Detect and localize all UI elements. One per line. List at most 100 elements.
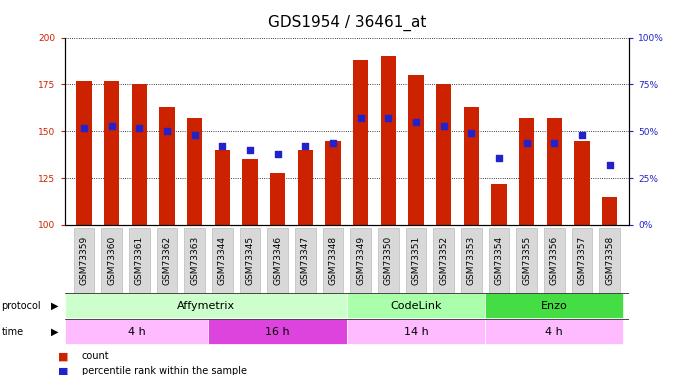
FancyBboxPatch shape: [516, 228, 537, 292]
Bar: [270, 172, 285, 225]
Bar: [298, 150, 313, 225]
FancyBboxPatch shape: [572, 228, 592, 292]
Point: [494, 154, 505, 160]
Text: GSM73357: GSM73357: [577, 236, 586, 285]
Bar: [575, 141, 590, 225]
Bar: [65, 293, 347, 318]
Point: [134, 124, 145, 130]
FancyBboxPatch shape: [73, 228, 95, 292]
FancyBboxPatch shape: [239, 228, 260, 292]
Bar: [409, 75, 424, 225]
Text: GSM73356: GSM73356: [550, 236, 559, 285]
Text: GSM73358: GSM73358: [605, 236, 614, 285]
Point: [162, 128, 173, 134]
Text: GSM73362: GSM73362: [163, 236, 171, 285]
Text: GSM73346: GSM73346: [273, 236, 282, 285]
FancyBboxPatch shape: [156, 228, 177, 292]
Text: GSM73354: GSM73354: [494, 236, 503, 285]
FancyBboxPatch shape: [378, 228, 398, 292]
Text: Enzo: Enzo: [541, 301, 568, 310]
Bar: [464, 107, 479, 225]
FancyBboxPatch shape: [267, 228, 288, 292]
Point: [355, 115, 366, 121]
Point: [577, 132, 588, 138]
Text: GSM73347: GSM73347: [301, 236, 310, 285]
Bar: [76, 81, 92, 225]
Text: GSM73351: GSM73351: [411, 236, 420, 285]
FancyBboxPatch shape: [350, 228, 371, 292]
Point: [411, 119, 422, 125]
Text: GSM73359: GSM73359: [80, 236, 88, 285]
FancyBboxPatch shape: [489, 228, 509, 292]
FancyBboxPatch shape: [461, 228, 481, 292]
Bar: [132, 84, 147, 225]
Text: GSM73360: GSM73360: [107, 236, 116, 285]
Text: GSM73353: GSM73353: [466, 236, 476, 285]
FancyBboxPatch shape: [295, 228, 316, 292]
Text: ▶: ▶: [51, 327, 58, 337]
Bar: [519, 118, 534, 225]
Text: ▶: ▶: [51, 301, 58, 310]
Point: [328, 140, 339, 146]
Text: 4 h: 4 h: [545, 327, 563, 337]
FancyBboxPatch shape: [101, 228, 122, 292]
Bar: [436, 84, 452, 225]
Point: [521, 140, 532, 146]
Point: [106, 123, 117, 129]
Bar: [547, 118, 562, 225]
FancyBboxPatch shape: [599, 228, 620, 292]
Point: [605, 162, 615, 168]
FancyBboxPatch shape: [129, 228, 150, 292]
Bar: [485, 319, 624, 345]
Text: GSM73361: GSM73361: [135, 236, 143, 285]
Bar: [602, 197, 617, 225]
Bar: [353, 60, 369, 225]
Text: GSM73345: GSM73345: [245, 236, 254, 285]
Point: [300, 143, 311, 149]
Text: GSM73363: GSM73363: [190, 236, 199, 285]
Bar: [242, 159, 258, 225]
FancyBboxPatch shape: [405, 228, 426, 292]
Text: GDS1954 / 36461_at: GDS1954 / 36461_at: [268, 15, 426, 31]
Text: ■: ■: [58, 366, 68, 375]
Point: [189, 132, 200, 138]
Text: count: count: [82, 351, 109, 361]
Text: GSM73350: GSM73350: [384, 236, 393, 285]
Point: [272, 151, 283, 157]
Text: GSM73344: GSM73344: [218, 236, 227, 285]
Point: [466, 130, 477, 136]
Text: 16 h: 16 h: [265, 327, 290, 337]
Bar: [209, 319, 347, 345]
Text: ■: ■: [58, 351, 68, 361]
Bar: [65, 319, 209, 345]
Bar: [492, 184, 507, 225]
Bar: [347, 319, 485, 345]
Bar: [381, 56, 396, 225]
Point: [78, 124, 89, 130]
Bar: [485, 293, 624, 318]
Text: GSM73349: GSM73349: [356, 236, 365, 285]
Point: [217, 143, 228, 149]
Text: CodeLink: CodeLink: [390, 301, 442, 310]
Bar: [325, 141, 341, 225]
Point: [438, 123, 449, 129]
Text: GSM73348: GSM73348: [328, 236, 337, 285]
Text: GSM73352: GSM73352: [439, 236, 448, 285]
Bar: [347, 293, 485, 318]
FancyBboxPatch shape: [322, 228, 343, 292]
Text: percentile rank within the sample: percentile rank within the sample: [82, 366, 247, 375]
Bar: [215, 150, 230, 225]
FancyBboxPatch shape: [544, 228, 564, 292]
Point: [383, 115, 394, 121]
Text: Affymetrix: Affymetrix: [177, 301, 235, 310]
Text: protocol: protocol: [1, 301, 41, 310]
Text: 14 h: 14 h: [404, 327, 428, 337]
Bar: [104, 81, 119, 225]
Text: GSM73355: GSM73355: [522, 236, 531, 285]
Bar: [187, 118, 202, 225]
Text: 4 h: 4 h: [128, 327, 146, 337]
Bar: [159, 107, 175, 225]
FancyBboxPatch shape: [212, 228, 233, 292]
Point: [549, 140, 560, 146]
FancyBboxPatch shape: [433, 228, 454, 292]
